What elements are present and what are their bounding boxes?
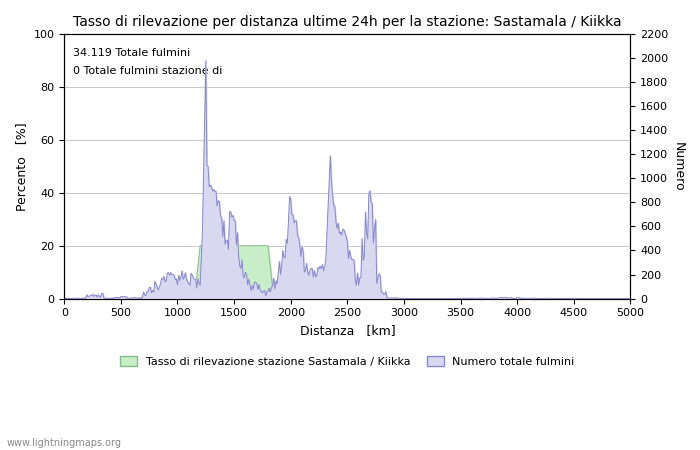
Text: 0 Totale fulmini stazione di: 0 Totale fulmini stazione di: [73, 66, 222, 76]
Legend: Tasso di rilevazione stazione Sastamala / Kiikka, Numero totale fulmini: Tasso di rilevazione stazione Sastamala …: [120, 356, 575, 367]
Text: www.lightningmaps.org: www.lightningmaps.org: [7, 438, 122, 448]
Y-axis label: Numero: Numero: [672, 142, 685, 191]
X-axis label: Distanza   [km]: Distanza [km]: [300, 324, 395, 337]
Title: Tasso di rilevazione per distanza ultime 24h per la stazione: Sastamala / Kiikka: Tasso di rilevazione per distanza ultime…: [73, 15, 622, 29]
Y-axis label: Percento   [%]: Percento [%]: [15, 122, 28, 211]
Text: 34.119 Totale fulmini: 34.119 Totale fulmini: [73, 48, 190, 58]
